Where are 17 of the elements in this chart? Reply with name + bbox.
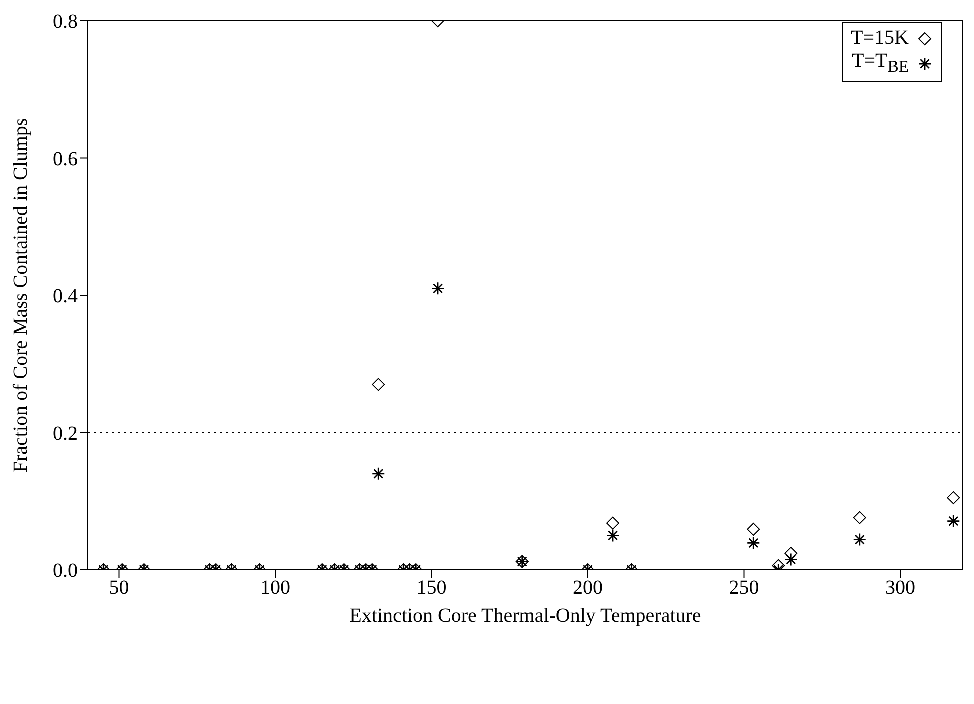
y-tick-label: 0.6	[53, 148, 78, 170]
point	[372, 378, 386, 392]
x-tick-label: 200	[573, 577, 603, 600]
x-tick-label: 150	[416, 577, 447, 600]
x-axis-title: Extinction Core Thermal-Only Temperature	[350, 605, 702, 627]
y-tick-label: 0.4	[53, 286, 78, 308]
legend-label: T=T$_{BE}$	[852, 50, 909, 77]
x-tick-label: 100	[260, 577, 290, 600]
y-tick-label: 0.8	[53, 11, 78, 34]
x-tick-label: 250	[729, 577, 760, 600]
y-tick-label: 0.2	[53, 422, 78, 445]
legend-label: T=15K	[851, 27, 909, 50]
y-tick-label: 0.0	[53, 560, 78, 582]
x-tick-label: 50	[109, 577, 130, 600]
point	[431, 282, 445, 296]
x-tick-label: 300	[886, 577, 916, 600]
y-axis-title: Fraction of Core Mass Contained in Clumps	[10, 118, 32, 473]
